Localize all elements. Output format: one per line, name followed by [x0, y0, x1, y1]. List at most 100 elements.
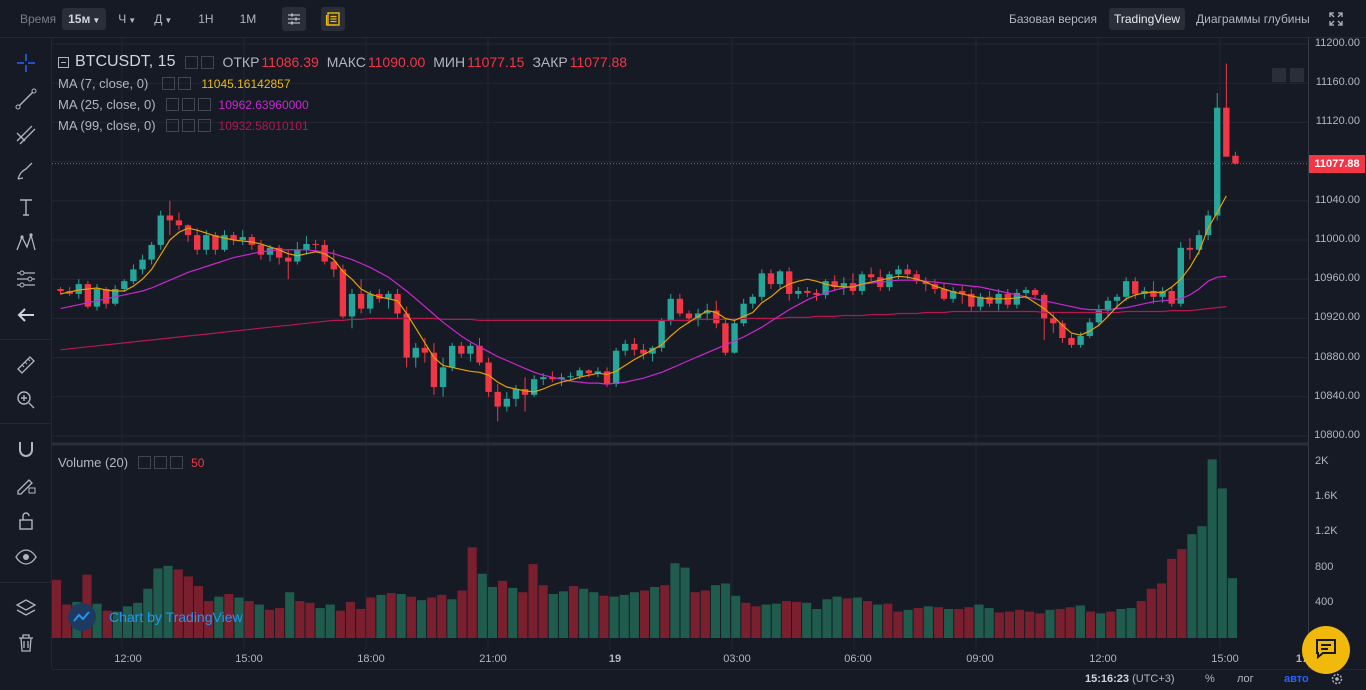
candle-body — [685, 313, 693, 319]
volume-bar — [275, 608, 285, 638]
visibility-icon[interactable] — [165, 98, 179, 111]
settings-icon[interactable] — [181, 119, 195, 132]
ma7-value: 11045.16142857 — [201, 76, 291, 91]
back-arrow-icon[interactable] — [11, 300, 41, 330]
volume-bar — [122, 606, 133, 638]
lock-draw-icon[interactable] — [11, 470, 41, 500]
fullscreen-icon[interactable] — [1328, 11, 1344, 32]
candle-body — [631, 343, 638, 350]
divider — [0, 582, 52, 583]
volume-bar — [234, 597, 244, 638]
log-toggle[interactable]: лог — [1237, 673, 1254, 685]
candle-body — [421, 347, 429, 353]
volume-bar — [690, 592, 700, 638]
settings-icon[interactable] — [154, 456, 168, 469]
ma25-value: 10962.63960000 — [218, 97, 309, 112]
volume-bar — [802, 602, 812, 638]
ma7-legend: MA (7, close, 0) 11045.16142857 — [58, 76, 291, 91]
indicators-list-icon[interactable] — [321, 6, 346, 31]
price-scale[interactable]: 11200.0011160.0011120.0011080.0011040.00… — [1308, 37, 1366, 668]
collapse-icon[interactable] — [58, 56, 69, 68]
volume-bar — [325, 604, 335, 638]
candle-body — [1159, 290, 1166, 297]
layers-icon[interactable] — [11, 593, 41, 623]
interval-selector[interactable]: 15м ▼ — [62, 7, 107, 30]
lock-icon[interactable] — [11, 506, 41, 536]
eye-icon[interactable] — [11, 542, 41, 572]
ma7-line — [60, 195, 1227, 393]
visibility-icon[interactable] — [165, 119, 179, 132]
candle-body — [949, 290, 957, 299]
candle-body — [1150, 290, 1157, 297]
view-tradingview-button[interactable]: TradingView — [1109, 8, 1186, 30]
low-value: 11077.15 — [467, 54, 525, 70]
volume-bar — [112, 611, 122, 638]
chat-button[interactable] — [1302, 626, 1350, 674]
interval-month-button[interactable]: 1М — [239, 11, 257, 26]
forecast-icon[interactable] — [11, 264, 41, 294]
volume-bar — [1167, 558, 1177, 638]
candle-body — [704, 310, 711, 314]
candle-body — [1031, 289, 1039, 295]
fib-icon[interactable] — [11, 120, 41, 150]
view-basic-button[interactable]: Базовая версия — [1009, 12, 1097, 26]
view-depth-button[interactable]: Диаграммы глубины — [1196, 12, 1310, 26]
volume-scale-label: 800 — [1315, 560, 1334, 573]
tradingview-watermark[interactable]: Chart by TradingView — [68, 603, 243, 631]
time-axis-label: 12:00 — [1089, 653, 1117, 665]
divider — [0, 339, 52, 340]
close-icon[interactable] — [197, 98, 211, 111]
settings-icon[interactable] — [181, 98, 195, 111]
volume-bar — [1096, 613, 1106, 638]
visibility-icon[interactable] — [185, 55, 199, 69]
indicators-settings-icon[interactable] — [282, 6, 307, 31]
magnet-icon[interactable] — [11, 435, 41, 465]
pane-down-icon[interactable] — [1272, 68, 1286, 82]
visibility-icon[interactable] — [138, 456, 152, 469]
trend-line-icon[interactable] — [11, 84, 41, 114]
visibility-icon[interactable] — [162, 77, 176, 90]
candle-body — [1214, 107, 1221, 216]
pane-controls[interactable] — [1272, 68, 1304, 82]
chart-canvas[interactable] — [52, 38, 1308, 668]
ma25-legend: MA (25, close, 0) 10962.63960000 — [58, 97, 309, 112]
candle-body — [640, 349, 647, 354]
crosshair-icon[interactable] — [11, 48, 41, 78]
volume-bar — [751, 606, 761, 638]
chart-pane[interactable]: BTCUSDT, 15 ОТКР 11086.39 МАКС 11090.00 МИ… — [52, 38, 1308, 668]
volume-bar — [345, 601, 356, 638]
trash-icon[interactable] — [11, 628, 41, 658]
candle-body — [166, 215, 174, 221]
volume-bar — [933, 607, 944, 638]
pattern-icon[interactable] — [11, 228, 41, 258]
candle-body — [1204, 215, 1212, 236]
candle-body — [230, 235, 237, 240]
auto-toggle[interactable]: авто — [1284, 673, 1309, 685]
candle-body — [285, 257, 292, 262]
ruler-icon[interactable] — [11, 350, 41, 380]
zoom-in-icon[interactable] — [11, 385, 41, 415]
settings-icon[interactable] — [178, 77, 192, 90]
settings-icon[interactable] — [201, 55, 215, 69]
volume-bar — [305, 602, 315, 638]
percent-toggle[interactable]: % — [1205, 673, 1215, 685]
close-icon[interactable] — [170, 456, 184, 469]
volume-bar — [356, 608, 366, 638]
brush-icon[interactable] — [11, 156, 41, 186]
interval-week-button[interactable]: 1Н — [198, 11, 214, 26]
candle-body — [576, 370, 583, 377]
volume-legend: Volume (20) 50 — [58, 455, 204, 470]
volume-bar — [143, 588, 153, 638]
volume-bar — [102, 610, 112, 638]
candle-body — [203, 235, 210, 250]
candle-body — [1040, 294, 1048, 319]
candle-body — [303, 243, 310, 250]
volume-bar — [396, 594, 406, 638]
text-icon[interactable] — [11, 192, 41, 222]
interval-day-button[interactable]: Д ▼ — [154, 11, 173, 26]
interval-hour-button[interactable]: Ч ▼ — [118, 11, 137, 26]
pane-maximize-icon[interactable] — [1290, 68, 1304, 82]
time-axis[interactable]: 12:00 15:00 18:00 21:00 19 03:00 06:00 09:00 12:… — [52, 649, 1308, 669]
close-icon[interactable] — [197, 119, 211, 132]
settings-icon[interactable] — [1330, 672, 1344, 689]
